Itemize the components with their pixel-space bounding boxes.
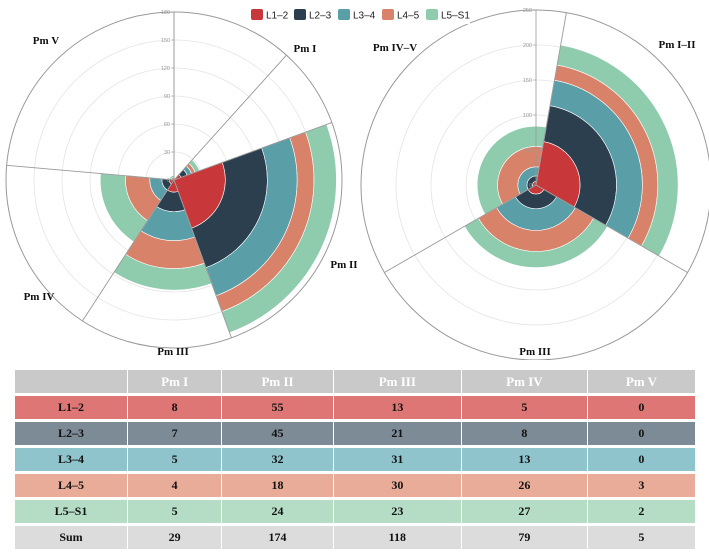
radial-tick-label: 100 [523,113,532,119]
sector-label: Pm IV–V [373,42,417,54]
table-cell: 8 [128,396,223,419]
sector-divider [384,184,537,273]
sector-label: Pm V [33,35,59,47]
table-cell: 0 [587,396,696,419]
legend-label: L5–S1 [441,11,470,22]
table-cell: 0 [587,422,696,445]
radial-tick-label: 250 [523,8,532,14]
table-cell: 32 [222,448,334,471]
table-row-sum: Sum 29 174 118 79 5 [15,526,696,549]
table-cell: 7 [128,422,223,445]
table-cell: 13 [461,448,588,471]
sector-divider [173,122,333,181]
table-cell: 118 [333,526,462,549]
legend-label: L3–4 [353,11,376,22]
legend-label: L1–2 [266,11,289,22]
table-header-cell: Pm II [222,370,334,393]
table-header-cell: Pm III [333,370,462,393]
sector-label: Pm IV [24,291,55,303]
row-label: L1–2 [15,396,128,419]
table-row: L5–S1 5 24 23 27 2 [15,500,696,523]
data-table: Pm I Pm II Pm III Pm IV Pm V L1–2 8 55 1… [15,367,696,552]
legend-swatch [426,9,438,20]
sector-divider [535,12,567,186]
table-cell: 23 [333,500,462,523]
table-header-row: Pm I Pm II Pm III Pm IV Pm V [15,370,696,393]
row-label: L4–5 [15,474,128,497]
row-label: L2–3 [15,422,128,445]
table-cell: 174 [222,526,334,549]
sector-divider [535,184,688,273]
table-header-cell [15,370,128,393]
table-cell: 2 [587,500,696,523]
sector-label: Pm III [519,346,550,358]
sector-divider [173,179,232,339]
row-label: L5–S1 [15,500,128,523]
legend-label: L2–3 [309,11,332,22]
radial-tick-label: 0 [529,183,532,189]
rose-chart-left: 0 30 60 90 120 150 180 Pm I Pm II Pm III Pm IV Pm V [5,10,358,358]
table-cell: 29 [128,526,223,549]
row-label: Sum [15,526,128,549]
table-header-cell: Pm V [587,370,696,393]
table-cell: 5 [461,396,588,419]
table-cell: 5 [128,500,223,523]
table-row: L2–3 7 45 21 8 0 [15,422,696,445]
table-cell: 18 [222,474,334,497]
radial-tick-label: 50 [526,148,532,154]
legend-swatch [294,9,306,20]
sector-divider [173,54,287,181]
table-cell: 27 [461,500,588,523]
rose-charts: 0 30 60 90 120 150 180 Pm I Pm II Pm III Pm IV Pm V… [5,6,709,360]
radial-tick-label: 0 [167,178,170,184]
table-cell: 21 [333,422,462,445]
table-cell: 45 [222,422,334,445]
table-cell: 13 [333,396,462,419]
sector-label: Pm I [294,43,317,55]
table-cell: 5 [128,448,223,471]
table-header-cell: Pm I [128,370,223,393]
table-row: L1–2 8 55 13 5 0 [15,396,696,419]
table-cell: 24 [222,500,334,523]
radial-tick-label: 150 [523,78,532,84]
legend-swatch [338,9,350,20]
radial-tick-label: 60 [164,122,170,128]
radial-tick-label: 120 [161,66,170,72]
radial-tick-label: 150 [161,38,170,44]
sector-divider [6,164,175,181]
legend-label: L4–5 [397,11,420,22]
table-cell: 55 [222,396,334,419]
table-cell: 30 [333,474,462,497]
table-row: L3–4 5 32 31 13 0 [15,448,696,471]
radial-tick-label: 200 [523,43,532,49]
rose-chart-right: 0 50 100 150 200 250 Pm I–II Pm III Pm IV–V [360,8,709,360]
sector-label: Pm II [330,259,357,271]
table-cell: 0 [587,448,696,471]
table-cell: 5 [587,526,696,549]
table-cell: 4 [128,474,223,497]
radial-tick-label: 90 [164,94,170,100]
legend: L1–2 L2–3 L3–4 L4–5 L5–S1 [245,6,470,24]
table-header-cell: Pm IV [461,370,588,393]
table-row: L4–5 4 18 30 26 3 [15,474,696,497]
table-cell: 79 [461,526,588,549]
legend-swatch [382,9,394,20]
sector-divider [82,179,175,322]
row-label: L3–4 [15,448,128,471]
sector-label: Pm I–II [659,39,696,51]
radial-tick-label: 30 [164,150,170,156]
legend-swatch [251,9,263,20]
table-cell: 3 [587,474,696,497]
radial-tick-label: 180 [161,10,170,16]
table-cell: 8 [461,422,588,445]
sector-label: Pm III [157,346,188,358]
table-cell: 26 [461,474,588,497]
table-cell: 31 [333,448,462,471]
